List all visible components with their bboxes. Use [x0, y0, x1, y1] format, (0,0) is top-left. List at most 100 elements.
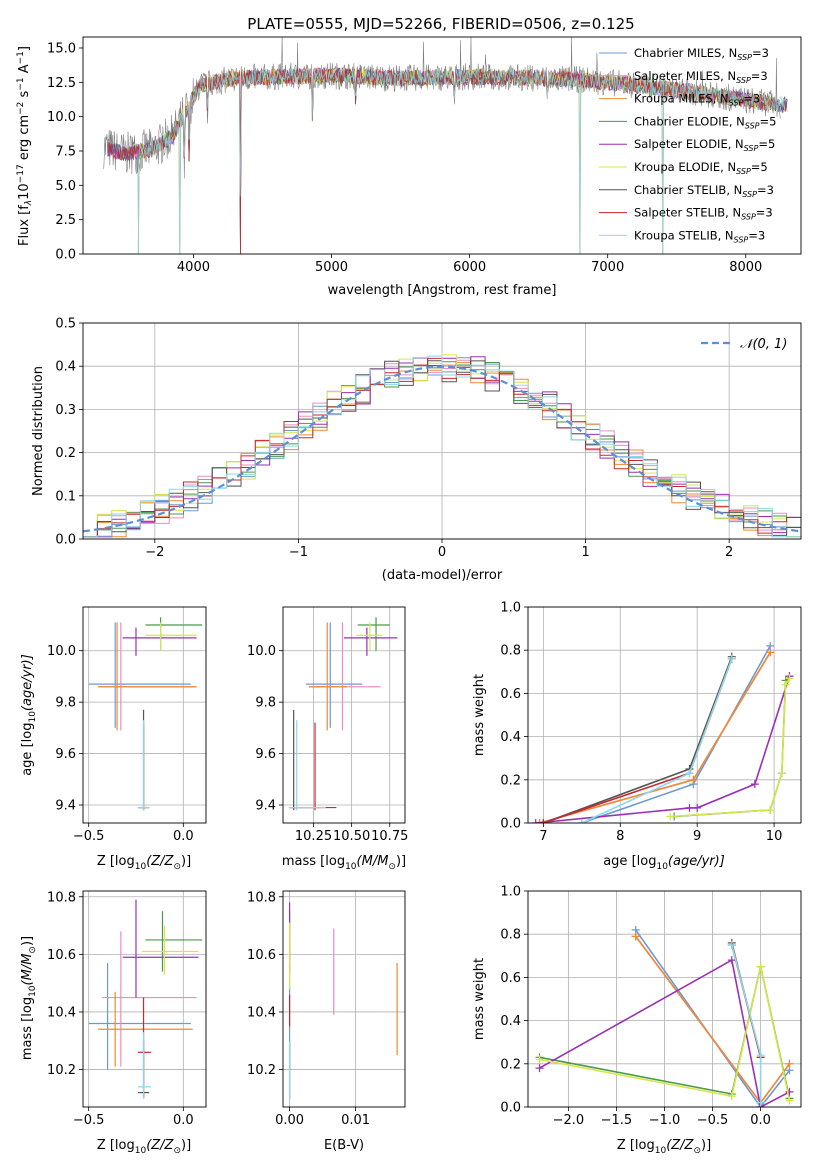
x-tick-label: −1 [289, 545, 308, 560]
y-tick-label: 0.6 [500, 971, 521, 986]
x-axis-label: Z [log10(Z/Z⊙)] [617, 1138, 711, 1156]
y-tick-label: 10.8 [47, 890, 76, 905]
label-part: Flux [f [17, 205, 32, 246]
mass-vs-metallicity-panel: −0.5 0.010.210.410.610.8Z [log10(Z/Z⊙)]ma… [20, 890, 207, 1156]
y-tick-label: 5.0 [55, 179, 76, 194]
legend-count: =3 [757, 183, 774, 197]
weight-line-chabrier_miles [635, 929, 791, 1107]
label-superscript: −1 [16, 51, 26, 64]
y-tick-label: 2.5 [55, 213, 76, 228]
x-tick-label: 2 [725, 545, 733, 560]
label-part: mass [log [282, 854, 345, 869]
x-tick-label: 0.0 [750, 1113, 771, 1128]
x-tick-label: −1.0 [649, 1113, 681, 1128]
y-tick-label: 1.0 [500, 601, 521, 616]
residual-histogram-panel: −2 −1 0 1 2 0.0 0.1 0.2 0.3 0.4 0.5 𝒩(0, 1) (data-mo… [31, 317, 802, 583]
errorbar-point-chabrier_elodie [357, 617, 390, 651]
x-tick-label: 10 [766, 829, 783, 844]
label-part: (Z/Z [146, 1138, 174, 1153]
x-tick-label: 8 [616, 829, 624, 844]
label-superscript: −1 [16, 77, 26, 90]
legend-count: =3 [756, 206, 773, 220]
x-tick-label: 10.75 [371, 829, 408, 844]
legend-count: =5 [751, 160, 768, 174]
label-part: )] [701, 1138, 711, 1153]
y-tick-label: 0.0 [55, 533, 76, 548]
y-tick-label: 9.8 [255, 696, 276, 711]
legend-label: Kroupa MILES, N [634, 92, 729, 106]
x-tick-label: 5000 [315, 260, 348, 275]
weight-vs-metallicity-panel: −2.0 −1.5 −1.0 −0.5 0.0 0.0 0.2 0.4 0.6 0.8 1.0 Z [… [472, 885, 802, 1156]
label-subscript: ⊙ [173, 1146, 181, 1156]
errorbar-point-salpeter_elodie [122, 899, 199, 998]
weight-marker-kroupa_elodie [766, 806, 775, 815]
legend-subscript: SSP [737, 53, 752, 62]
label-part: (Z/Z [666, 1138, 694, 1153]
y-tick-label: 10.0 [47, 644, 76, 659]
y-tick-label: 9.6 [255, 747, 276, 762]
label-subscript: ⊙ [693, 1146, 701, 1156]
normal-reference-curve [83, 365, 801, 533]
errorbar-point-kroupa_stelib [289, 720, 326, 811]
errorbar-point-salpeter_elodie [122, 627, 197, 656]
errorbar-point-chabrier_miles [305, 622, 363, 728]
y-tick-label: 9.4 [55, 799, 76, 814]
legend-subscript: SSP [734, 235, 749, 244]
label-part: erg cm [17, 115, 32, 164]
weight-line-salpeter_stelib [543, 658, 733, 823]
label-part: age [log [20, 723, 35, 776]
x-tick-label: −0.5 [73, 829, 105, 844]
label-subscript: 10 [135, 862, 147, 872]
axes-frame [282, 890, 406, 1108]
label-part: Z [log [617, 1138, 655, 1153]
legend-subscript: SSP [736, 76, 751, 85]
x-tick-label: 8000 [729, 260, 762, 275]
weight-marker-salpeter_elodie [750, 780, 759, 789]
y-tick-label: 0.4 [500, 730, 521, 745]
label-part: )] [181, 854, 191, 869]
plot-area [289, 617, 398, 811]
legend-entry-kroupa_miles: Kroupa MILES, NSSP=3 [634, 92, 760, 108]
label-subscript: 10 [656, 862, 668, 872]
axes-frame [82, 606, 207, 824]
x-tick-label: 7000 [591, 260, 624, 275]
legend-label: Chabrier STELIB, N [634, 183, 742, 197]
weight-marker-kroupa_stelib [727, 654, 736, 663]
y-tick-label: 10.4 [47, 1005, 76, 1020]
label-subscript: 10 [655, 1146, 667, 1156]
x-axis-label: (data-model)/error [382, 568, 503, 583]
weight-marker-kroupa_stelib [756, 1051, 765, 1060]
weight-line-chabrier_miles [581, 645, 771, 823]
y-tick-label: 10.8 [247, 890, 276, 905]
errorbar-point-kroupa_elodie [141, 925, 199, 975]
weight-marker-salpeter_elodie [535, 1064, 544, 1073]
weight-line-salpeter_elodie [535, 675, 791, 823]
weight-marker-kroupa_miles [631, 932, 640, 941]
legend-subscript: SSP [745, 121, 760, 130]
age-vs-metallicity-panel: −0.5 0.09.49.69.810.0Z [log10(Z/Z⊙)]age [… [20, 606, 207, 872]
y-tick-label: 0.4 [55, 360, 76, 375]
y-tick-label: 0.4 [500, 1014, 521, 1029]
legend-subscript: SSP [742, 190, 757, 199]
errorbar-point-chabrier_miles [88, 963, 191, 1070]
y-tick-label: 0.1 [55, 489, 76, 504]
y-axis-label: mass weight [472, 674, 487, 756]
y-axis-label: Normed distribution [31, 366, 46, 496]
axes-frame [82, 36, 802, 255]
label-part: (M/M [20, 954, 35, 986]
x-tick-label: 9 [693, 829, 701, 844]
y-tick-label: 0.0 [55, 248, 76, 263]
y-axis-label: mass weight [472, 958, 487, 1040]
errorbar-point-salpeter_stelib [137, 997, 152, 1099]
label-part: 10 [17, 183, 32, 200]
y-tick-label: 0.8 [500, 928, 521, 943]
label-subscript: λ [24, 200, 34, 206]
histogram-kroupa_stelib [83, 355, 801, 538]
legend-entry-salpeter_miles: Salpeter MILES, NSSP=3 [634, 69, 768, 85]
weight-marker-kroupa_miles [785, 1059, 794, 1068]
weight-marker-kroupa_elodie [785, 674, 794, 683]
plot-area [103, 37, 788, 254]
weight-line-kroupa_elodie [670, 677, 791, 818]
y-tick-label: 0.0 [500, 817, 521, 832]
